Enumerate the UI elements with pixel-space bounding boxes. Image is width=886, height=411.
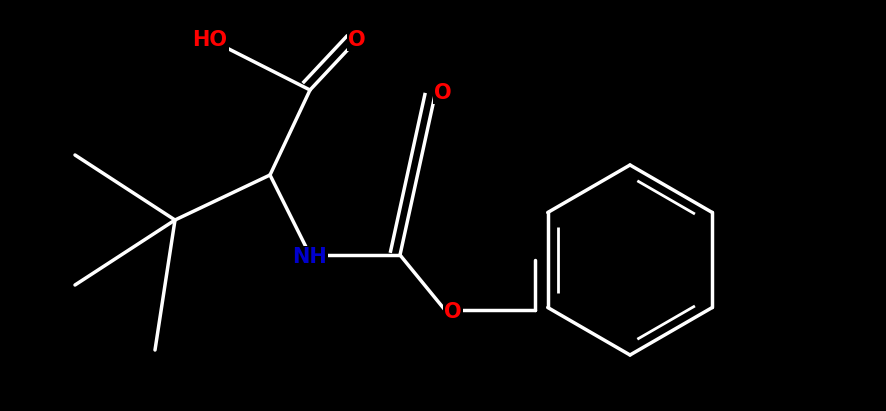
Text: O: O <box>444 302 462 322</box>
Text: HO: HO <box>192 30 227 50</box>
Text: NH: NH <box>292 247 327 267</box>
Text: O: O <box>434 83 451 103</box>
Text: O: O <box>348 30 365 50</box>
